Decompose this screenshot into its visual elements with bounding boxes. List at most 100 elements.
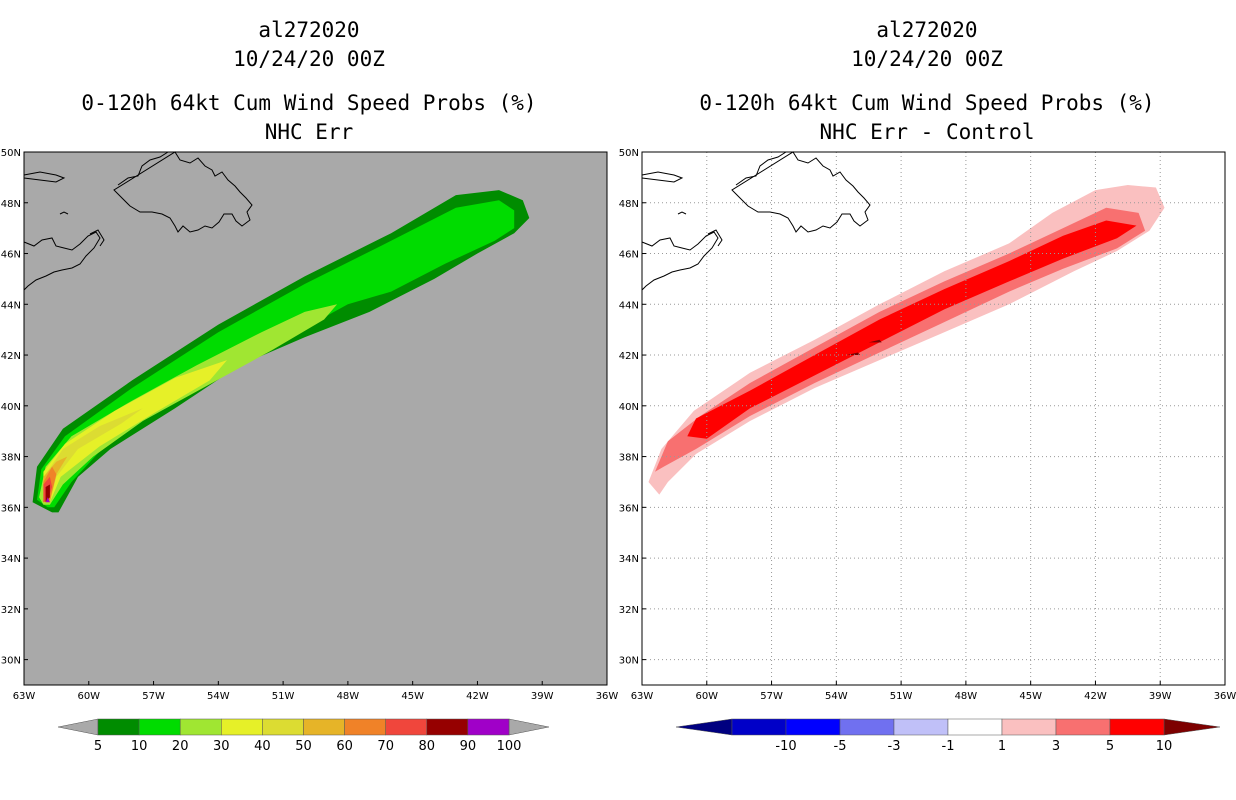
colorbar-swatch (385, 718, 428, 736)
x-tick-label: 39W (531, 691, 554, 702)
colorbar-swatch (1055, 718, 1111, 736)
left-anticosti-coast (23, 171, 66, 183)
colorbar-label: 50 (295, 739, 312, 754)
contour-region-90-9 (45, 497, 50, 503)
colorbar-label: 90 (460, 739, 477, 754)
colorbar-swatch (839, 718, 895, 736)
colorbar-swatch (179, 718, 222, 736)
y-tick-label: 34N (1, 554, 21, 565)
y-tick-label: 30N (1, 656, 21, 667)
y-tick-label: 50N (619, 148, 639, 159)
colorbar-low-arrow (675, 718, 733, 736)
colorbar-label: 10 (1156, 739, 1173, 754)
contour-region-30-3 (43, 360, 228, 503)
y-tick-label: 40N (619, 402, 639, 413)
colorbar-label: 80 (419, 739, 436, 754)
x-tick-label: 63W (631, 691, 654, 702)
right-cape-breton-coast (707, 229, 723, 247)
left-colorbar: 5 10 20 30 40 50 60 70 80 90 100 (57, 718, 550, 754)
x-tick-label: 57W (760, 691, 783, 702)
right-title-storm: al272020 (876, 18, 977, 42)
left-sable-island (59, 211, 69, 215)
colorbar-label: 3 (1052, 739, 1060, 754)
right-title-date: 10/24/20 00Z (851, 47, 1003, 71)
x-tick-label: 48W (337, 691, 360, 702)
left-y-axis: 30N 32N 34N 36N 38N 40N 42N 44N 46N 48N 50N (1, 148, 28, 667)
x-tick-label: 51W (890, 691, 913, 702)
y-tick-label: 36N (1, 503, 21, 514)
x-tick-label: 36W (596, 691, 619, 702)
colorbar-high-arrow (1163, 718, 1221, 736)
left-cape-breton-coast (89, 229, 105, 247)
x-tick-label: 48W (955, 691, 978, 702)
left-x-axis: 63W 60W 57W 54W 51W 48W 45W 42W 39W 36W (13, 681, 619, 702)
x-tick-label: 63W (13, 691, 36, 702)
y-tick-label: 48N (1, 199, 21, 210)
contour-region-20-2 (39, 304, 338, 505)
right-title-subtitle: NHC Err - Control (820, 120, 1035, 144)
colorbar-label: 100 (497, 739, 522, 754)
x-tick-label: 39W (1149, 691, 1172, 702)
colorbar-high-arrow (508, 718, 550, 736)
colorbar-label: -5 (834, 739, 847, 754)
colorbar-swatch (947, 718, 1003, 736)
y-tick-label: 46N (1, 250, 21, 261)
x-tick-label: 57W (142, 691, 165, 702)
colorbar-swatch (785, 718, 841, 736)
x-tick-label: 42W (466, 691, 489, 702)
colorbar-swatch (221, 718, 263, 736)
colorbar-label: 70 (377, 739, 394, 754)
colorbar-swatch (893, 718, 949, 736)
y-tick-label: 46N (619, 250, 639, 261)
colorbar-swatch (138, 718, 181, 736)
colorbar-label: 60 (336, 739, 353, 754)
colorbar-label: -1 (942, 739, 955, 754)
colorbar-swatch (1001, 718, 1057, 736)
x-tick-label: 42W (1084, 691, 1107, 702)
colorbar-swatch (262, 718, 304, 736)
x-tick-label: 45W (1019, 691, 1042, 702)
x-tick-label: 60W (77, 691, 100, 702)
y-tick-label: 32N (1, 605, 21, 616)
colorbar-label: 5 (1106, 739, 1114, 754)
left-newfoundland-coast (113, 151, 253, 233)
contour-region-40-4 (43, 408, 143, 503)
colorbar-label: 5 (94, 739, 102, 754)
left-panel: al272020 10/24/20 00Z 0-120h 64kt Cum Wi… (1, 18, 619, 754)
right-newfoundland-coast (731, 151, 871, 233)
y-tick-label: 44N (619, 300, 639, 311)
x-tick-label: 45W (401, 691, 424, 702)
colorbar-label: 1 (998, 739, 1006, 754)
right-colorbar: -10 -5 -3 -1 1 3 5 10 (675, 718, 1221, 754)
y-tick-label: 42N (1, 351, 21, 362)
colorbar-swatch (97, 718, 140, 736)
left-title-storm: al272020 (258, 18, 359, 42)
left-coastline (23, 151, 253, 291)
right-x-axis: 63W 60W 57W 54W 51W 48W 45W 42W 39W 36W (631, 681, 1236, 702)
right-gridlines (642, 152, 1225, 685)
colorbar-swatch (731, 718, 787, 736)
contour-region-10-4 (868, 339, 882, 343)
contour-region-5-2 (687, 220, 1137, 439)
left-nova-scotia-coast (23, 231, 101, 291)
left-probability-contours (32, 190, 530, 513)
colorbar-label: -10 (775, 739, 796, 754)
y-tick-label: 38N (1, 453, 21, 464)
left-plot-frame (23, 151, 608, 686)
left-title-subtitle: NHC Err (265, 120, 354, 144)
right-difference-contours (648, 185, 1165, 495)
right-panel: al272020 10/24/20 00Z 0-120h 64kt Cum Wi… (619, 18, 1236, 754)
y-tick-label: 32N (619, 605, 639, 616)
colorbar-label: 40 (254, 739, 271, 754)
y-tick-label: 34N (619, 554, 639, 565)
colorbar-swatch (1109, 718, 1165, 736)
y-tick-label: 48N (619, 199, 639, 210)
colorbar-swatch (344, 718, 386, 736)
right-y-axis: 30N 32N 34N 36N 38N 40N 42N 44N 46N 48N 50N (619, 148, 646, 667)
y-tick-label: 44N (1, 300, 21, 311)
colorbar-label: 20 (172, 739, 189, 754)
y-tick-label: 40N (1, 402, 21, 413)
left-title-product: 0-120h 64kt Cum Wind Speed Probs (%) (81, 91, 536, 115)
right-coastline (641, 151, 871, 291)
y-tick-label: 38N (619, 453, 639, 464)
